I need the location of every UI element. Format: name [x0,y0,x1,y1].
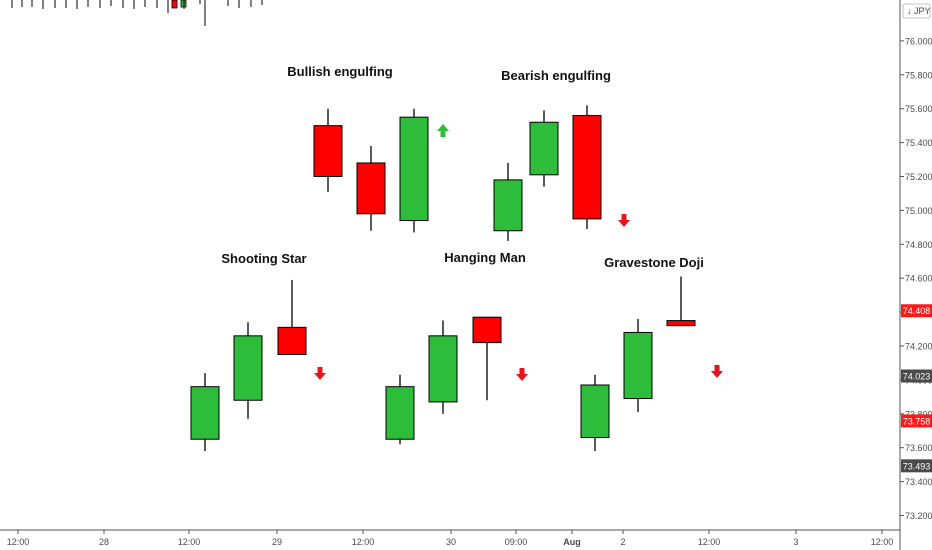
y-tick-label: 73.200 [905,511,932,521]
arrow-down-icon [618,214,630,227]
x-tick-label: Aug [563,537,581,547]
x-tick-label: 30 [446,537,456,547]
candle-bearish [313,125,343,177]
candle-bullish [428,335,458,403]
candle-bullish [385,386,415,440]
x-tick-label: 12:00 [352,537,375,547]
arrow-down-icon [711,365,723,378]
pattern-bearish-engulfing [493,105,602,241]
y-tick-label: 73.800 [905,409,932,419]
pattern-title: Gravestone Doji [604,255,704,270]
price-tag [901,414,932,428]
price-tag-label: 74.023 [903,372,931,382]
partial-candles-top [11,0,263,26]
pattern-title: Shooting Star [221,251,306,266]
pattern-bullish-engulfing [313,108,429,233]
y-tick-label: 76.000 [905,36,932,46]
candle-bearish [277,326,307,355]
pattern-titles: Bullish engulfing Bearish engulfing Shooti… [221,64,703,270]
candle-bearish [356,162,386,215]
x-tick-label: 12:00 [7,537,30,547]
candle-bearish [666,320,696,327]
candle-bearish [472,316,502,344]
price-tag-label: 74.408 [903,306,931,316]
x-tick-label: 12:00 [698,537,721,547]
y-tick-label: 75.200 [905,172,932,182]
signal-arrows [314,124,723,381]
y-tick-label: 74.600 [905,274,932,284]
time-axis[interactable]: 12:00 28 12:00 29 12:00 30 09:00 Aug 2 12:00 3 12:0… [0,529,900,547]
candle-bullish [623,331,653,400]
pattern-shooting-star [190,279,307,452]
x-tick-label: 3 [793,537,798,547]
price-tag-label: 73.758 [903,416,931,426]
y-tick-label: 75.400 [905,138,932,148]
price-tag [901,369,932,383]
candles-layer [190,105,696,452]
x-tick-label: 12:00 [178,537,201,547]
x-tick-label: 29 [272,537,282,547]
y-tick-label: 75.800 [905,70,932,80]
price-tag [901,304,932,318]
y-tick-label: 73.400 [905,477,932,487]
top-candle-bear [171,0,178,9]
arrow-down-icon [314,367,326,380]
price-tag-label: 73.493 [903,461,931,471]
candle-bearish [572,114,602,220]
currency-box [902,3,931,19]
currency-label: ↓ JPY [907,6,931,16]
candle-bullish [493,179,523,232]
candle-bullish [399,116,429,222]
x-tick-label: 12:00 [871,537,894,547]
y-tick-label: 75.000 [905,206,932,216]
x-tick-label: 2 [620,537,625,547]
price-tag [901,459,932,473]
y-tick-label: 74.800 [905,240,932,250]
price-axis[interactable]: ↓ JPY73.20073.40073.60073.80074.00074.20… [899,0,932,550]
candle-bullish [233,335,263,401]
pattern-title: Bullish engulfing [287,64,392,79]
pattern-title: Bearish engulfing [501,68,611,83]
candle-bullish [190,386,220,440]
y-tick-label: 73.600 [905,443,932,453]
candle-bullish [529,121,559,176]
arrow-down-icon [516,368,528,381]
y-tick-label: 75.600 [905,104,932,114]
arrow-up-icon [437,124,449,137]
pattern-title: Hanging Man [444,250,526,265]
candle-bullish [580,384,610,439]
x-tick-label: 09:00 [505,537,528,547]
pattern-gravestone-doji [580,276,696,452]
x-tick-label: 28 [99,537,109,547]
pattern-hanging-man [385,316,502,445]
y-tick-label: 74.200 [905,342,932,352]
